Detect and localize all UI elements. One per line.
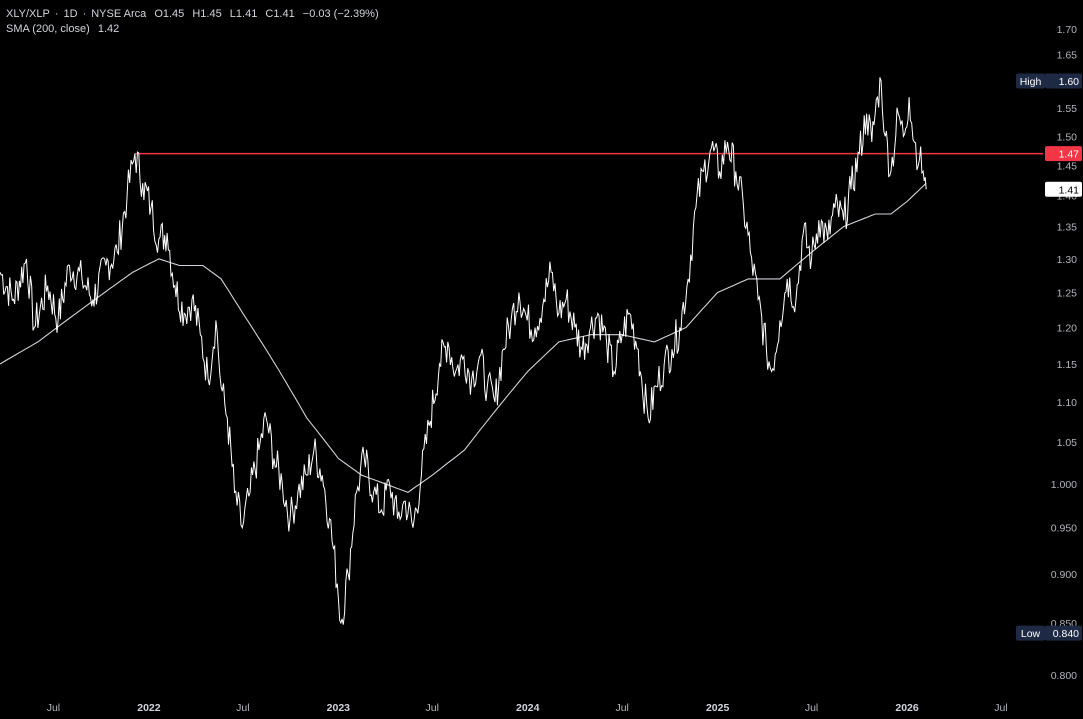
price-badge-label: Low [1021, 628, 1041, 640]
price-badge: 1.41 [1045, 181, 1082, 197]
y-tick-label: 1.05 [1057, 437, 1078, 449]
symbol-label[interactable]: XLY/XLP [6, 8, 50, 20]
y-tick-label: 0.900 [1051, 569, 1077, 581]
price-badge-box [1045, 181, 1082, 197]
change-value: −0.03 (−2.39%) [302, 8, 379, 20]
price-badge: 0.840 Low [1016, 625, 1082, 641]
y-tick-label: 1.000 [1051, 479, 1077, 491]
y-tick-label: 1.20 [1057, 323, 1078, 335]
separator: · [82, 8, 87, 20]
low-value: L1.41 [229, 8, 258, 20]
y-tick-label: 1.50 [1057, 131, 1078, 143]
x-tick-label: 2023 [327, 702, 351, 714]
y-tick-label: 1.10 [1057, 397, 1078, 409]
x-tick-label: Jul [236, 702, 249, 714]
x-tick-label: Jul [994, 702, 1007, 714]
y-tick-label: 1.30 [1057, 254, 1078, 266]
x-tick-label: 2022 [137, 702, 161, 714]
y-tick-label: 1.70 [1057, 24, 1078, 36]
price-badge-box [1045, 146, 1082, 162]
y-tick-label: 0.950 [1051, 523, 1077, 535]
ohlc-row: XLY/XLP · 1D · NYSE Arca O1.45 H1.45 L1.41 C… [6, 7, 384, 22]
sma-label[interactable]: SMA (200, close) [6, 23, 90, 35]
price-badge-label: High [1020, 76, 1042, 88]
price-badge-tag [1016, 625, 1045, 641]
sma-line [0, 182, 927, 494]
x-tick-label: 2025 [706, 702, 730, 714]
x-tick-label: Jul [805, 702, 818, 714]
y-tick-label: 0.800 [1051, 670, 1077, 682]
price-badge-box [1045, 625, 1082, 641]
price-line [0, 77, 927, 625]
price-badge-box [1045, 73, 1082, 89]
separator: · [54, 8, 59, 20]
price-badge-tag [1016, 73, 1045, 89]
y-tick-label: 1.25 [1057, 288, 1078, 300]
y-axis: 1.701.651.601.551.501.451.401.351.301.25… [1051, 24, 1077, 682]
price-badge: 1.47 [1045, 146, 1082, 162]
x-tick-label: Jul [426, 702, 439, 714]
price-badges: 1.60 High 1.47 1.41 0.840 Low [1016, 73, 1082, 641]
y-tick-label: 1.15 [1057, 359, 1078, 371]
x-tick-label: Jul [615, 702, 628, 714]
price-badge: 1.60 High [1016, 73, 1082, 89]
chart-legend: XLY/XLP · 1D · NYSE Arca O1.45 H1.45 L1.41 C… [6, 7, 384, 37]
y-tick-label: 1.35 [1057, 222, 1078, 234]
x-tick-label: Jul [47, 702, 60, 714]
x-tick-label: 2026 [895, 702, 919, 714]
y-tick-label: 1.55 [1057, 103, 1078, 115]
close-value: C1.41 [265, 8, 295, 20]
high-value: H1.45 [192, 8, 222, 20]
y-tick-label: 1.45 [1057, 160, 1078, 172]
price-badge-value: 1.47 [1059, 149, 1080, 161]
x-tick-label: 2024 [516, 702, 540, 714]
price-badge-value: 1.60 [1059, 76, 1080, 88]
interval-label[interactable]: 1D [63, 8, 78, 20]
sma-row: SMA (200, close) 1.42 [6, 22, 384, 37]
y-tick-label: 1.65 [1057, 50, 1078, 62]
exchange-label: NYSE Arca [91, 8, 147, 20]
sma-value: 1.42 [97, 23, 120, 35]
open-value: O1.45 [154, 8, 185, 20]
price-badge-value: 0.840 [1053, 628, 1079, 640]
price-badge-value: 1.41 [1059, 184, 1080, 196]
x-axis: Jul 2022 Jul 2023 Jul 2024 Jul 2025 Jul 2026 Jul [47, 702, 1008, 714]
